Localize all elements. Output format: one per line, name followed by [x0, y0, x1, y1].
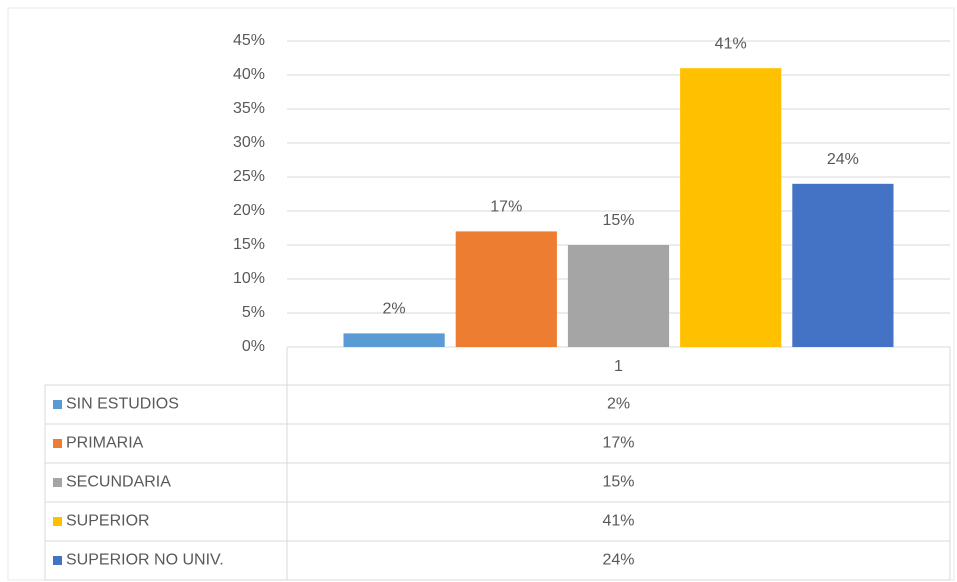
- bar: [680, 68, 782, 347]
- y-tick-label: 45%: [233, 32, 265, 49]
- y-tick-label: 20%: [233, 202, 265, 219]
- legend-key: [53, 556, 62, 565]
- legend-label: SECUNDARIA: [66, 474, 171, 491]
- x-tick-label: 1: [614, 358, 623, 375]
- legend-key: [53, 439, 62, 448]
- bar: [567, 245, 670, 347]
- legend-label: SUPERIOR NO UNIV.: [66, 552, 224, 569]
- legend-label: PRIMARIA: [66, 435, 144, 452]
- legend-key: [53, 400, 62, 409]
- y-tick-label: 25%: [233, 168, 265, 185]
- y-tick-label: 10%: [233, 270, 265, 287]
- bar: [455, 231, 557, 347]
- table-cell: 24%: [602, 552, 634, 569]
- data-label: 41%: [715, 35, 747, 52]
- legend-label: SIN ESTUDIOS: [66, 396, 179, 413]
- data-table-lines: [44, 347, 951, 581]
- table-cell: 17%: [602, 435, 634, 452]
- table-cell: 41%: [602, 513, 634, 530]
- data-label: 15%: [602, 212, 634, 229]
- legend-label: SUPERIOR: [66, 513, 150, 530]
- data-label: 24%: [827, 151, 859, 168]
- legend-key: [53, 517, 62, 526]
- y-tick-label: 15%: [233, 236, 265, 253]
- y-tick-label: 0%: [242, 338, 265, 355]
- table-cell: 2%: [607, 396, 630, 413]
- data-label: 2%: [383, 301, 406, 318]
- bar: [792, 183, 894, 347]
- table-cell: 15%: [602, 474, 634, 491]
- y-tick-label: 30%: [233, 134, 265, 151]
- y-tick-label: 5%: [242, 304, 265, 321]
- y-tick-label: 40%: [233, 66, 265, 83]
- legend-key: [53, 478, 62, 487]
- bar: [343, 333, 445, 347]
- y-tick-label: 35%: [233, 100, 265, 117]
- data-label: 17%: [490, 199, 522, 216]
